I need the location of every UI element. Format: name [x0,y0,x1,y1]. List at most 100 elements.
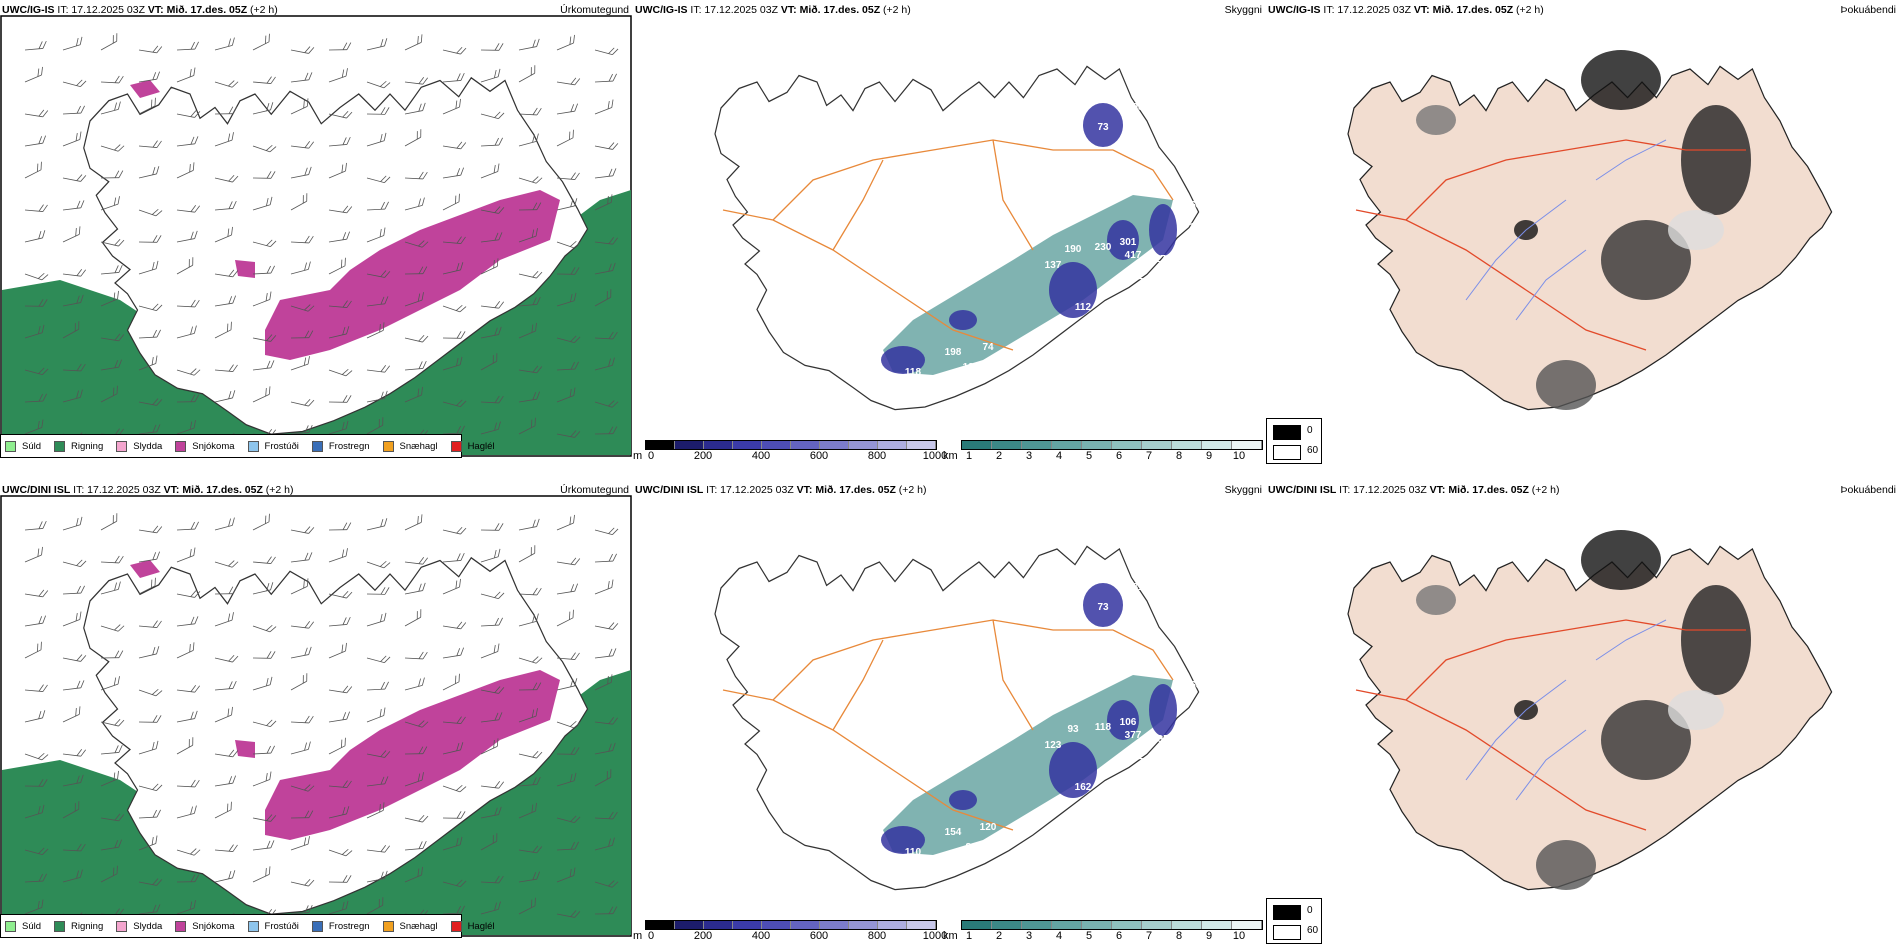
legend-item: Rigning [54,440,103,452]
rivers [1465,139,1667,321]
wind-barb [366,390,388,403]
wind-barb [214,801,232,819]
wind-barb [100,865,118,883]
wind-barb [404,772,424,787]
wind-barb [290,356,310,371]
wind-barb [176,162,195,179]
wind-barb [328,420,349,435]
low-visibility-area [949,310,977,330]
wind-barb [290,715,314,724]
wind-barb [404,34,423,51]
wind-barb [404,720,429,728]
wind-barb [214,749,239,758]
legend-swatch [382,920,394,932]
valid-time: VT: Mið. 17.des. 05Z [1413,4,1514,16]
colorbar-tick: 8 [1175,450,1183,462]
wind-barb [442,304,467,313]
cloud-legend-label: 0 [1307,905,1313,916]
wind-barb [594,553,617,563]
field-title: Skyggni [1224,4,1262,16]
wind-barb [556,609,574,627]
wind-barb [24,204,48,212]
wind-barb [328,110,353,119]
wind-barb [138,525,163,534]
wind-barb [290,810,314,819]
wind-barb [594,357,615,371]
colorbar-tick: 200 [693,450,713,462]
wind-barb [176,779,200,788]
visibility-value: 81 [1192,702,1204,713]
wind-barb [518,656,543,664]
legend-item: Slydda [116,440,162,452]
wind-barb [214,106,238,115]
wind-barb [442,647,465,659]
wind-barb [556,772,577,787]
wind-barb [24,520,47,531]
wind-barb [138,809,161,819]
visibility-value: 170 [1180,734,1197,745]
wind-barb [366,750,391,758]
wind-barb [176,110,201,118]
wind-barb [214,132,234,147]
wind-barb [290,621,315,629]
wind-barb [556,34,575,51]
wind-barb [290,330,314,339]
wind-barb [100,333,125,342]
wind-barb [556,267,580,275]
lead-time: (+2 h) [250,4,278,16]
wind-barb [100,581,121,595]
wind-barb [100,144,125,152]
colorbar-unit: m [633,450,643,462]
wind-barb [24,804,45,819]
wind-barb [290,261,311,275]
wind-barb [252,239,277,248]
visibility-value: 377 [1125,730,1142,741]
wind-barb [62,269,87,277]
wind-barb [518,871,541,883]
wind-barb [594,331,618,340]
wind-barb [214,269,239,278]
wind-barb [328,68,348,83]
wind-barb [62,105,85,115]
colorbar-unit: km [943,450,958,462]
wind-barb [594,194,613,211]
fog-cloud-area [1536,840,1596,890]
wind-barb [480,301,505,309]
colorbar-tick: 1 [965,930,973,942]
wind-barb [366,776,389,787]
wind-barb [594,47,619,56]
wind-barb [366,802,385,819]
wind-barb [594,73,617,83]
roads [722,139,1174,351]
wind-barb [366,80,391,89]
colorbar-tick: 0 [647,930,655,942]
init-time: IT: 17.12.2025 03Z [73,484,161,496]
wind-barb [404,360,427,371]
wind-barb [100,624,125,632]
wind-barb [100,359,123,371]
wind-barb [138,835,158,851]
wind-barb [62,843,86,852]
legend-swatch [116,440,128,452]
wind-barb [176,642,195,659]
fog-cloud-area [1416,105,1456,135]
wind-barb [138,303,163,312]
wind-barb [290,166,312,179]
wind-barb [480,643,500,659]
wind-barb [100,75,124,84]
wind-barb [24,419,44,435]
colorbar-km: km 1 2 3 4 5 6 7 8 9 10 [943,436,1263,466]
wind-barb [252,171,276,179]
wind-barb [518,107,542,116]
wind-barb [176,590,201,598]
wind-barb [480,875,504,884]
cloud-legend: 0 60 [1266,418,1322,464]
panel-dini-fog: 0 60 UWC/DINI ISL IT: 17.12.2025 03Z VT: M… [1266,480,1900,950]
wind-barb [252,624,277,633]
wind-barb [480,421,501,435]
colorbar-tick: 0 [647,450,655,462]
visibility-value: 169 [1190,222,1207,233]
wind-barb [252,360,275,371]
visibility-value: 122 [1155,762,1172,773]
legend-label: Haglél [467,440,495,452]
